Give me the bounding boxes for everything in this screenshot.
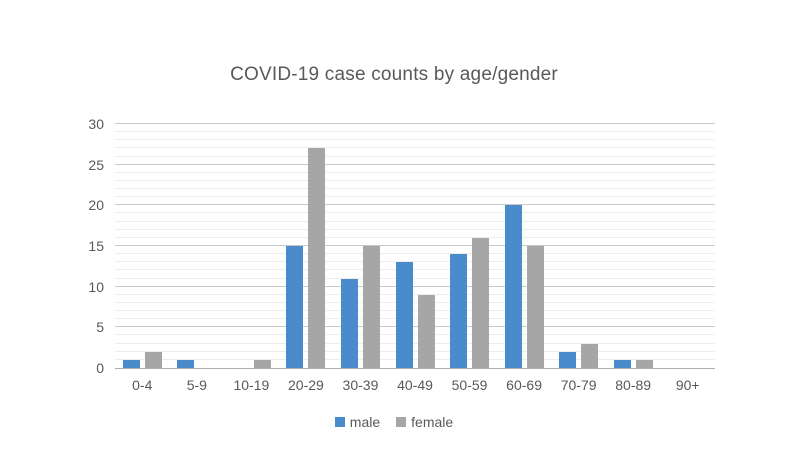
legend-label-male: male	[349, 414, 381, 430]
minor-gridline	[115, 228, 715, 230]
chart-title: COVID-19 case counts by age/gender	[230, 64, 558, 85]
x-tick-label-0-4: 0-4	[132, 377, 153, 393]
minor-gridline	[115, 253, 715, 255]
bar-female-40-49	[417, 294, 435, 368]
y-tick-label-30: 30	[88, 116, 104, 132]
bar-male-40-49	[395, 262, 413, 368]
legend-swatch-female-icon	[396, 417, 407, 427]
minor-gridline	[115, 261, 715, 263]
minor-gridline	[115, 212, 715, 214]
bar-male-20-29	[286, 246, 304, 368]
minor-gridline	[115, 350, 715, 352]
x-tick-label-40-49: 40-49	[397, 377, 433, 393]
y-tick-label-10: 10	[88, 278, 104, 295]
bar-male-30-39	[340, 278, 358, 368]
bar-female-10-19	[253, 359, 271, 368]
bar-female-80-89	[635, 359, 653, 368]
bar-female-30-39	[362, 246, 380, 368]
bar-female-20-29	[308, 148, 326, 368]
x-tick-label-20-29: 20-29	[288, 377, 324, 393]
x-tick-label-5-9: 5-9	[186, 377, 207, 393]
bar-female-0-4	[144, 351, 162, 368]
minor-gridline	[115, 179, 715, 181]
y-tick-label-15: 15	[88, 238, 104, 254]
bar-male-0-4	[122, 359, 140, 368]
x-tick-label-30-39: 30-39	[342, 377, 379, 393]
major-gridline	[115, 285, 715, 287]
minor-gridline	[115, 334, 715, 336]
minor-gridline	[115, 131, 715, 133]
x-tick-label-80-89: 80-89	[615, 377, 652, 393]
y-tick-label-25: 25	[88, 156, 104, 173]
minor-gridline	[115, 236, 715, 238]
bar-female-70-79	[581, 343, 599, 368]
minor-gridline	[115, 196, 715, 198]
bar-male-80-89	[613, 359, 631, 368]
y-tick-label-20: 20	[88, 197, 104, 214]
minor-gridline	[115, 358, 715, 360]
major-gridline	[115, 245, 715, 246]
bar-female-60-69	[526, 246, 544, 368]
minor-gridline	[115, 342, 715, 344]
x-tick-label-90+: 90+	[675, 377, 700, 393]
minor-gridline	[115, 155, 715, 157]
y-tick-label-0: 0	[96, 360, 104, 376]
minor-gridline	[115, 269, 715, 271]
x-tick-label-10-19: 10-19	[233, 377, 270, 393]
minor-gridline	[115, 277, 715, 279]
y-tick-label-5: 5	[96, 319, 104, 336]
plot-area	[115, 123, 715, 369]
minor-gridline	[115, 318, 715, 320]
major-gridline	[115, 123, 715, 124]
legend-item-male: male	[334, 414, 381, 430]
minor-gridline	[115, 171, 715, 173]
minor-gridline	[115, 310, 715, 312]
legend: male female	[0, 414, 788, 430]
x-tick-label-70-79: 70-79	[560, 377, 597, 393]
x-tick-label-60-69: 60-69	[506, 377, 542, 393]
bar-male-60-69	[504, 205, 522, 368]
minor-gridline	[115, 147, 715, 149]
legend-label-female: female	[411, 414, 454, 430]
minor-gridline	[115, 301, 715, 303]
bar-male-5-9	[177, 359, 195, 368]
major-gridline	[115, 204, 715, 206]
major-gridline	[115, 163, 715, 165]
legend-item-female: female	[396, 414, 453, 430]
major-gridline	[115, 326, 715, 328]
bar-female-50-59	[472, 237, 490, 368]
x-tick-label-50-59: 50-59	[451, 377, 488, 393]
minor-gridline	[115, 220, 715, 222]
bar-male-50-59	[450, 254, 468, 368]
minor-gridline	[115, 188, 715, 190]
legend-swatch-male-icon	[334, 417, 345, 427]
bar-male-70-79	[559, 351, 577, 368]
minor-gridline	[115, 139, 715, 141]
minor-gridline	[115, 293, 715, 295]
